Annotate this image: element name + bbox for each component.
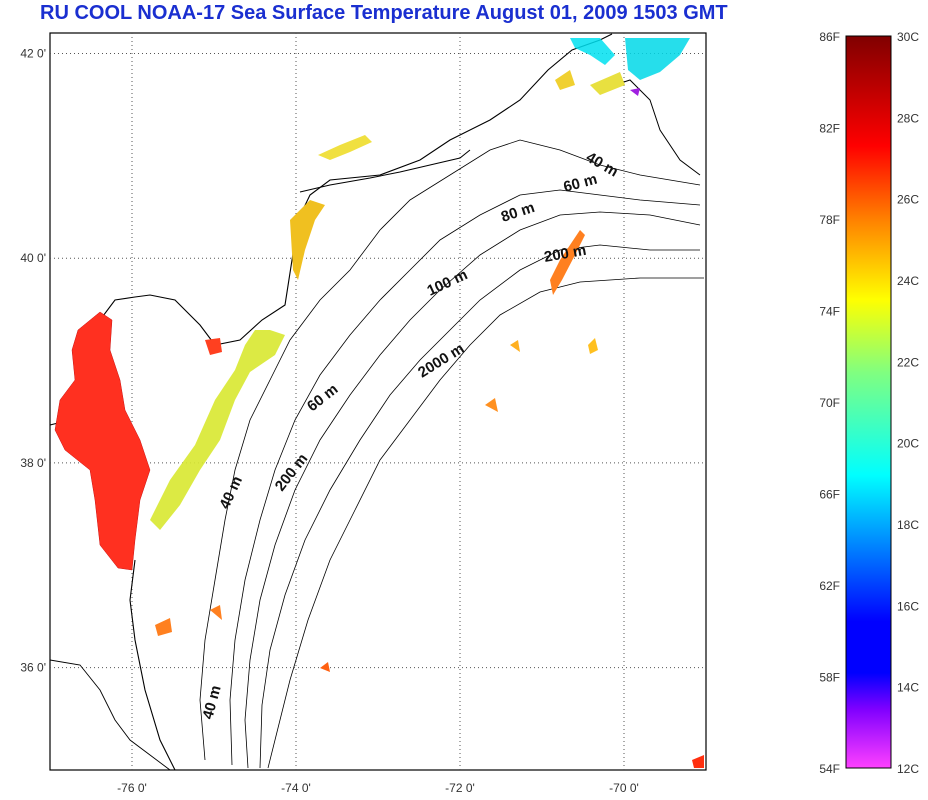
shelf-sst-2 (510, 340, 520, 352)
colorbar-c-label: 18C (897, 518, 919, 532)
colorbar-c-label: 24C (897, 274, 919, 288)
colorbar-f-label: 58F (819, 671, 840, 685)
colorbar-f-label: 70F (819, 396, 840, 410)
gulf-of-maine-sst-2 (625, 38, 690, 80)
colorbar-c-label: 30C (897, 30, 919, 44)
colorbar-f-label: 86F (819, 30, 840, 44)
grid-lines (50, 33, 706, 770)
lat-tick-label: 38 0' (20, 456, 46, 470)
delaware-bay-sst (205, 338, 222, 355)
sound-sst (210, 605, 222, 620)
chesapeake-bay-sst (54, 311, 151, 571)
isobath-lines (199, 139, 704, 769)
coastline-south (129, 559, 176, 771)
colorbar-c-label: 14C (897, 681, 919, 695)
colorbar-f-label: 82F (819, 122, 840, 136)
shelf-sst-3 (485, 398, 498, 412)
temperature-colorbar: 86F 82F 78F 74F 70F 66F 62F 58F 54F 30C 28C 26C 24C 2… (819, 30, 919, 776)
colorbar-c-label: 20C (897, 437, 919, 451)
lon-tick-label: -70 0' (609, 781, 639, 795)
shelf-break-sst (550, 230, 585, 295)
delmarva-coast-sst (150, 330, 285, 530)
colorbar-f-label: 54F (819, 762, 840, 776)
colorbar-c-label: 12C (897, 762, 919, 776)
sound-outline (49, 659, 171, 771)
gulf-of-maine-sst (570, 38, 615, 65)
lat-tick-label: 40 0' (20, 251, 46, 265)
colorbar-c-label: 16C (897, 599, 919, 613)
colorbar-f-label: 66F (819, 488, 840, 502)
ri-sound-sst (555, 70, 575, 90)
colorbar-f-label: 78F (819, 213, 840, 227)
sst-data-patches (54, 38, 704, 768)
lon-tick-label: -76 0' (117, 781, 147, 795)
cape-cod (599, 79, 701, 176)
shelf-sst-1 (588, 338, 598, 354)
colorbar-c-label: 28C (897, 111, 919, 125)
map-title: RU COOL NOAA-17 Sea Surface Temperature … (40, 2, 728, 24)
lon-tick-label: -74 0' (281, 781, 311, 795)
mass-sst (630, 88, 640, 96)
buzzards-bay-sst (590, 72, 625, 95)
lat-tick-label: 42 0' (20, 46, 46, 60)
colorbar-labels: 86F 82F 78F 74F 70F 66F 62F 58F 54F 30C 28C 26C 24C 2… (819, 30, 919, 776)
colorbar-f-label: 62F (819, 579, 840, 593)
long-island-sound-sst (318, 135, 372, 160)
colorbar-gradient (845, 35, 892, 769)
lat-tick-label: 36 0' (20, 661, 46, 675)
shelf-sst-5 (320, 662, 330, 672)
nj-shore-sst (290, 200, 325, 280)
long-island (299, 149, 471, 193)
shelf-sst-4 (155, 618, 172, 636)
lon-tick-label: -72 0' (445, 781, 475, 795)
colorbar-c-label: 26C (897, 193, 919, 207)
shelf-sst-6 (692, 755, 704, 768)
colorbar-c-label: 22C (897, 355, 919, 369)
axis-labels: -76 0' -74 0' -72 0' -70 0' 42 0' 40 0' 38 0' 3… (20, 46, 638, 795)
colorbar-f-label: 74F (819, 305, 840, 319)
coastline (49, 33, 613, 426)
